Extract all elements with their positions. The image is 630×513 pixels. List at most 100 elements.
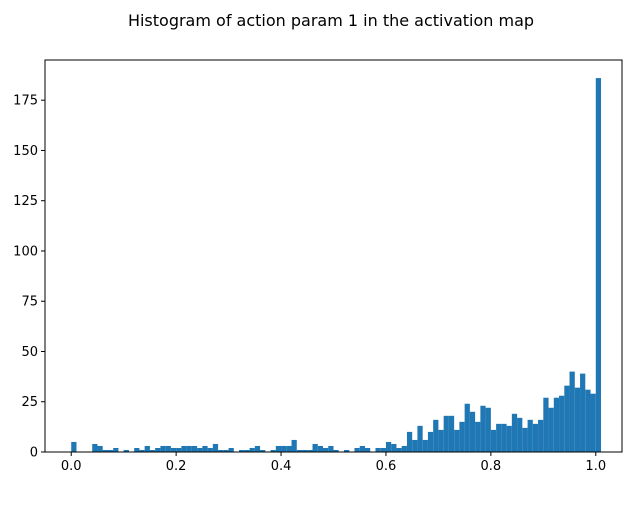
histogram-bar	[191, 445, 198, 452]
histogram-bar	[333, 449, 339, 452]
histogram-bar	[506, 425, 512, 452]
histogram-bar	[522, 427, 528, 452]
y-tick-label: 50	[21, 345, 38, 360]
histogram-bar	[433, 419, 439, 452]
histogram-bar	[218, 449, 224, 452]
histogram-bar	[501, 423, 507, 452]
histogram-bar	[149, 449, 156, 452]
histogram-bar	[438, 429, 444, 452]
histogram-bar	[260, 449, 266, 452]
histogram-bar	[270, 449, 276, 452]
axes	[44, 59, 623, 453]
histogram-bar	[102, 449, 108, 452]
histogram-bar	[454, 429, 460, 452]
x-axis-ticks: 0.0 0.2 0.4 0.6 0.8 1.0	[61, 452, 606, 474]
x-tick-label: 0.0	[61, 459, 82, 474]
y-tick-label: 175	[13, 94, 38, 109]
y-tick-label: 0	[30, 446, 38, 461]
histogram-bar	[291, 439, 297, 452]
x-tick-label: 0.6	[376, 459, 397, 474]
histogram-bar	[317, 445, 324, 452]
histogram-bar	[422, 439, 428, 452]
histogram-bar	[71, 441, 77, 452]
histogram-bar	[296, 449, 303, 452]
histogram-bar	[197, 447, 203, 452]
histogram-bar	[406, 431, 413, 452]
plot-frame	[44, 59, 623, 453]
histogram-bar	[475, 421, 481, 452]
histogram-bar	[170, 447, 177, 452]
histogram-bars	[71, 78, 602, 452]
histogram-bar	[427, 431, 434, 452]
chart-title: Histogram of action param 1 in the activ…	[128, 11, 534, 30]
histogram-bar	[312, 443, 318, 452]
histogram-bar	[574, 387, 581, 452]
histogram-bar	[302, 449, 308, 452]
histogram-bar	[469, 411, 476, 452]
histogram-bar	[212, 443, 219, 452]
histogram-bar	[553, 397, 560, 452]
histogram-bar	[543, 397, 549, 452]
histogram-bar	[186, 445, 192, 452]
histogram-bar	[595, 78, 602, 452]
y-axis-ticks: 0 25 50 75 100 125 150 175	[13, 94, 45, 461]
histogram-bar	[532, 423, 539, 452]
y-tick-label: 25	[21, 395, 38, 410]
histogram-bar	[107, 449, 114, 452]
histogram-bar	[323, 447, 329, 452]
histogram-bar	[569, 371, 575, 452]
histogram-bar	[511, 413, 518, 452]
histogram-bar	[590, 393, 596, 452]
histogram-bar	[380, 447, 386, 452]
histogram-bar	[165, 445, 171, 452]
histogram-bar	[281, 445, 287, 452]
histogram-bar	[464, 403, 470, 452]
x-tick-label: 1.0	[585, 459, 606, 474]
histogram-bar	[343, 449, 350, 452]
histogram-bar	[155, 447, 161, 452]
histogram-bar	[396, 447, 402, 452]
histogram-bar	[364, 447, 371, 452]
y-tick-label: 100	[13, 244, 38, 259]
histogram-bar	[123, 449, 129, 452]
x-tick-label: 0.8	[481, 459, 502, 474]
histogram-bar	[286, 445, 292, 452]
histogram-bar	[391, 443, 397, 452]
histogram-bar	[448, 415, 455, 452]
histogram-bar	[459, 421, 465, 452]
histogram-bar	[548, 407, 554, 452]
histogram-bar	[401, 445, 407, 452]
histogram-bar	[480, 405, 486, 452]
histogram-bar	[417, 425, 423, 452]
histogram-bar	[412, 439, 418, 452]
histogram-bar	[375, 447, 381, 452]
histogram-bar	[139, 449, 145, 452]
histogram-bar	[538, 419, 544, 452]
histogram-bar	[585, 389, 591, 452]
histogram-bar	[275, 445, 282, 452]
histogram-bar	[223, 449, 229, 452]
histogram-bar	[202, 445, 208, 452]
histogram-bar	[385, 441, 392, 452]
x-tick-label: 0.4	[271, 459, 292, 474]
histogram-bar	[307, 449, 313, 452]
histogram-bar	[244, 449, 250, 452]
histogram-bar	[113, 447, 119, 452]
histogram-bar	[176, 447, 182, 452]
histogram-bar	[249, 447, 255, 452]
histogram-bar	[97, 445, 103, 452]
histogram-bar	[144, 445, 150, 452]
histogram-bar	[527, 419, 533, 452]
histogram-bar	[485, 407, 491, 452]
histogram-bar	[443, 415, 449, 452]
histogram-bar	[354, 447, 360, 452]
x-tick-label: 0.2	[166, 459, 187, 474]
y-tick-label: 150	[13, 144, 38, 159]
histogram-bar	[160, 445, 166, 452]
histogram-bar	[517, 417, 523, 452]
histogram-bar	[207, 447, 213, 452]
histogram-bar	[496, 423, 502, 452]
histogram-bar	[359, 445, 365, 452]
histogram-bar	[228, 447, 234, 452]
